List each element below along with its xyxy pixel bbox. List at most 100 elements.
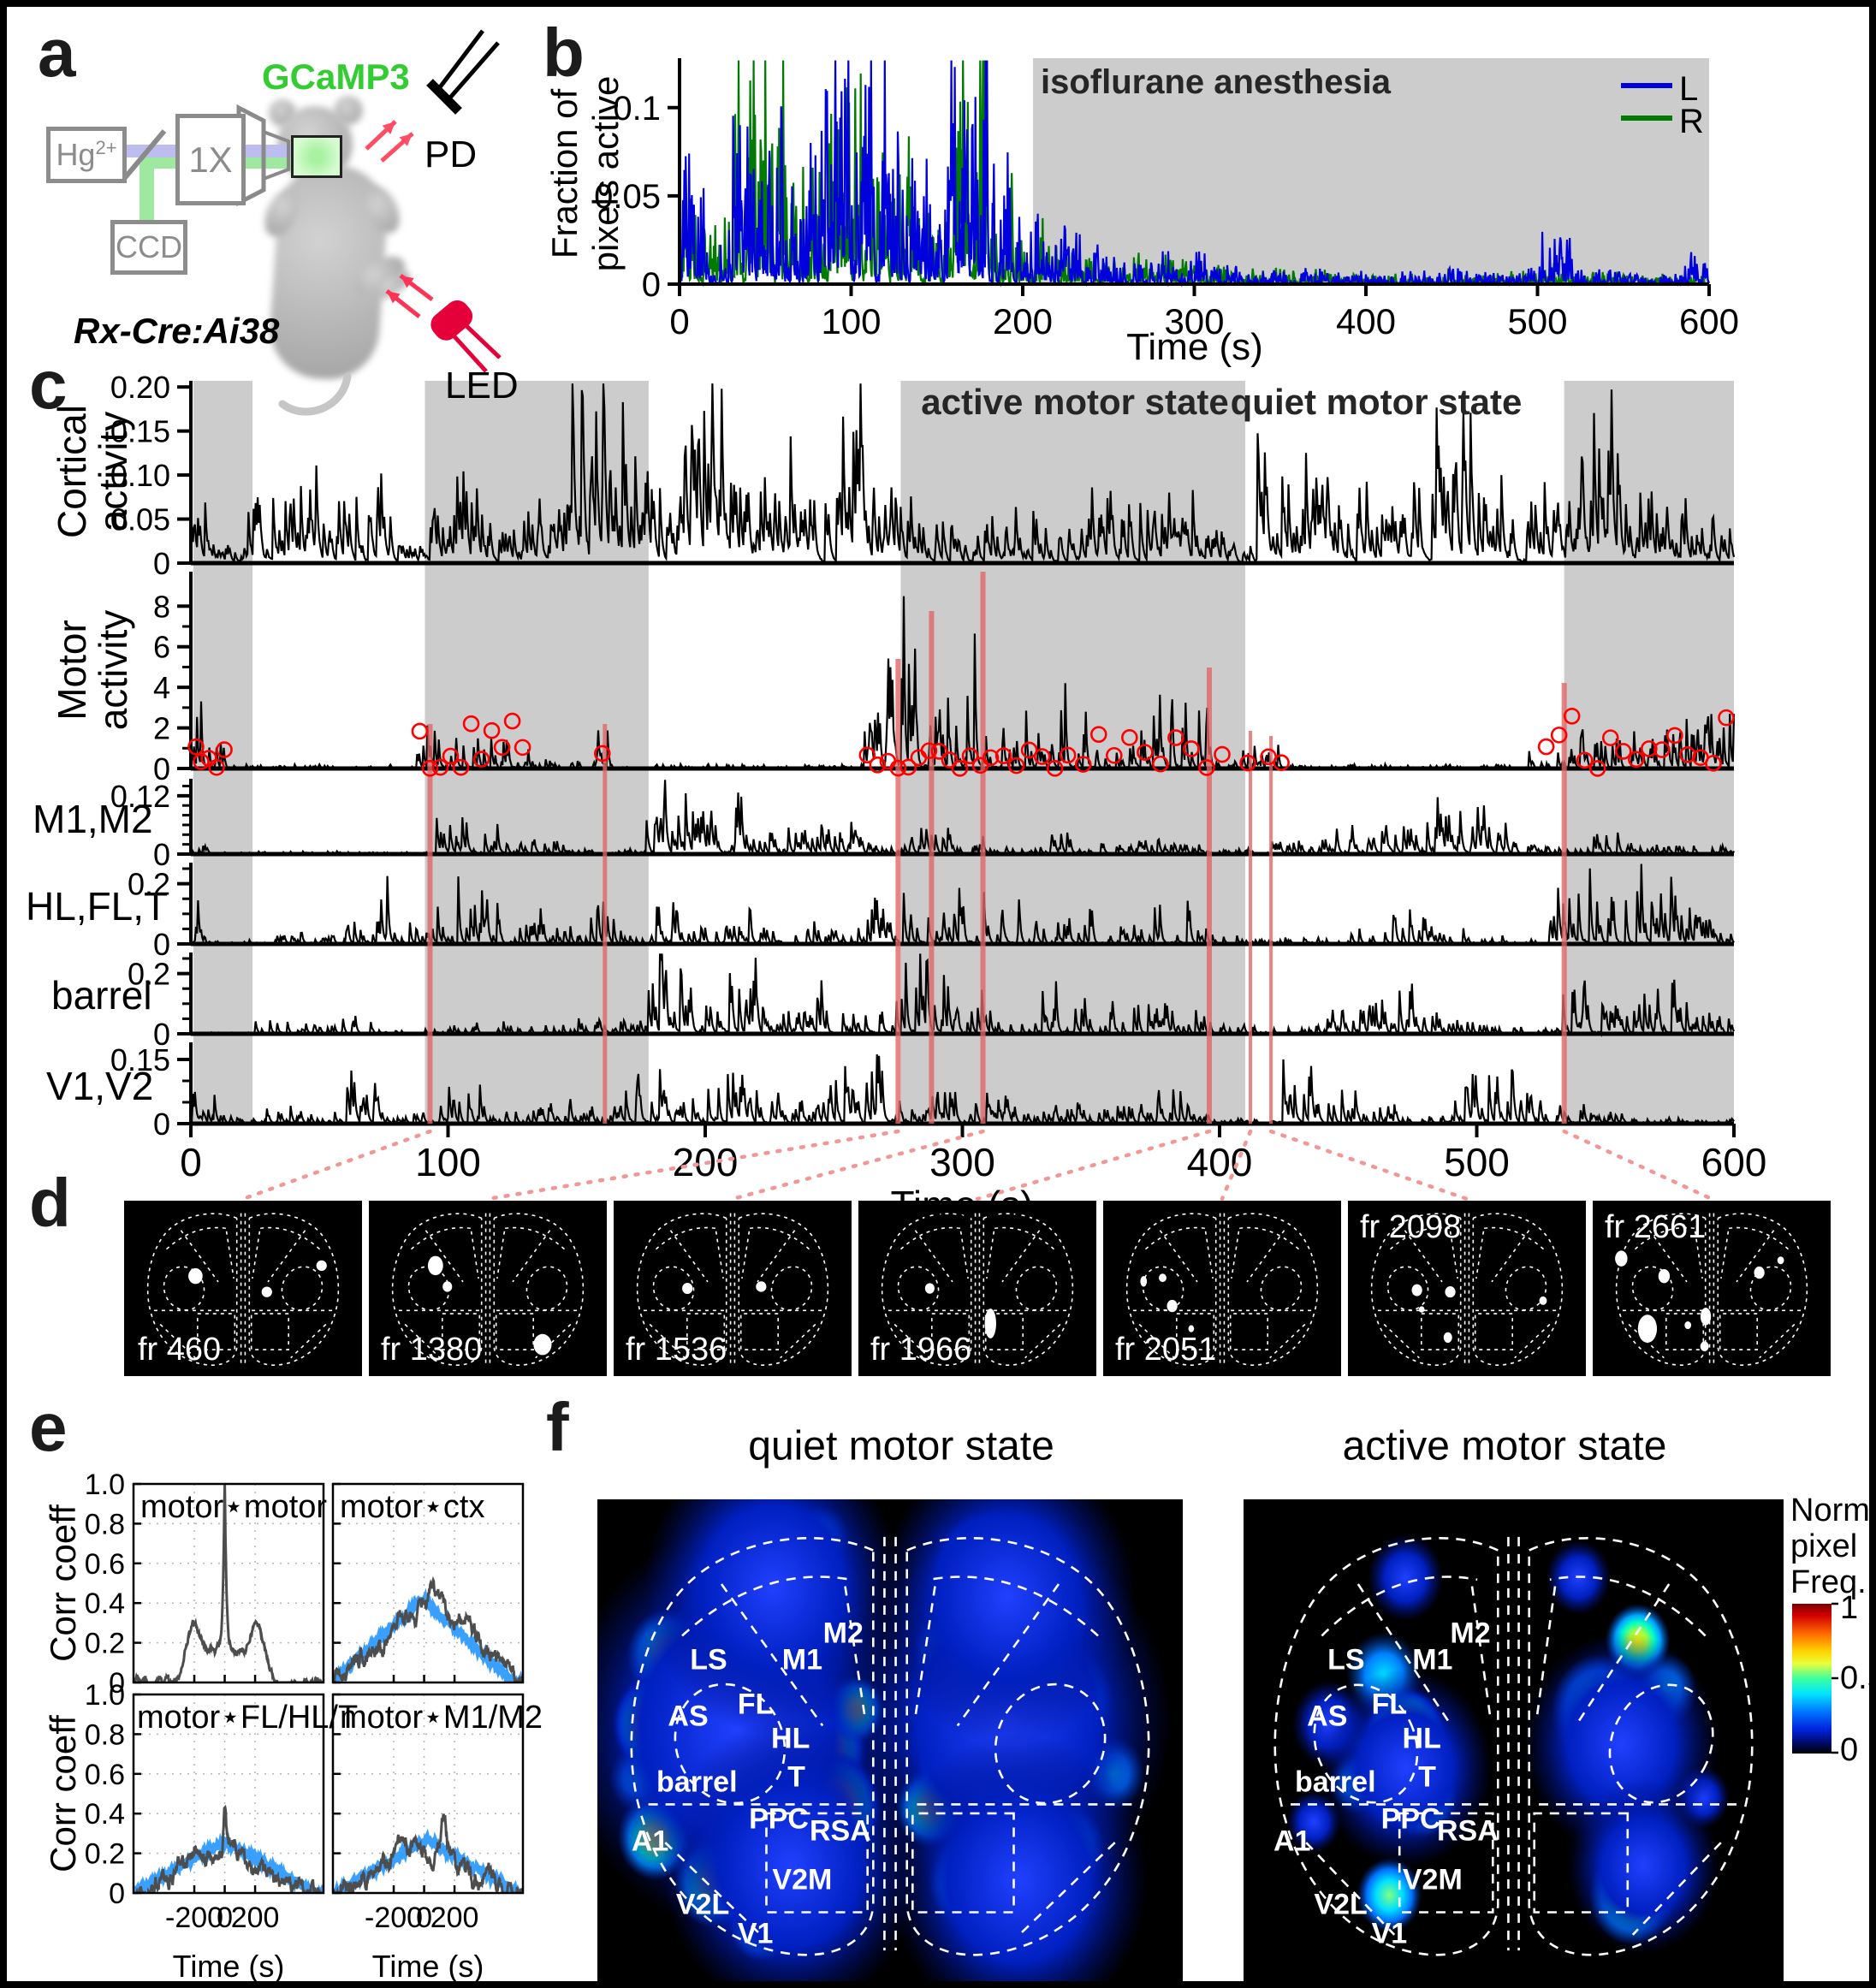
map-region-label-m1: M1 [1412,1643,1453,1676]
objective-1x-box: 1X [175,114,246,205]
map-region-label-v2m: V2M [1402,1863,1463,1896]
corr-coeff-label-top: Corr coeff [43,1504,83,1662]
svg-text:0.2: 0.2 [85,1628,125,1660]
map-region-label-fl: FL [1371,1688,1408,1721]
subplot-title-motor-flhlt: motor⋆FL/HL/T [137,1700,359,1736]
svg-text:0: 0 [153,1107,170,1142]
svg-text:0.4: 0.4 [85,1798,125,1831]
svg-text:0.20: 0.20 [110,370,170,405]
svg-text:-200: -200 [365,1902,423,1934]
panel-e-xlabel-right: Time (s) [371,1949,484,1984]
map-region-label-rsa: RSA [809,1814,871,1848]
frame-2661-label: fr 2661 [1605,1209,1707,1245]
panel-letter-a: a [38,15,76,91]
objective-1x-label: 1X [188,139,233,180]
map-region-label-ls: LS [690,1643,727,1676]
svg-text:0: 0 [669,301,689,341]
map-region-label-v2l: V2L [675,1888,730,1921]
panel-e-xlabel-left: Time (s) [172,1949,285,1984]
m1m2-row-label: M1,M2 [33,797,153,841]
map-region-label-ls: LS [1327,1643,1365,1676]
map-region-label-v2l: V2L [1314,1888,1368,1921]
frame-2051-label: fr 2051 [1115,1332,1217,1368]
barrel-row-label: barrel [51,973,152,1018]
svg-text:600: 600 [1679,301,1739,341]
mouse-genotype-label: Rx-Cre:Ai38 [74,311,280,351]
gcamp3-label: GCaMP3 [262,56,410,97]
svg-text:0.8: 0.8 [85,1508,125,1540]
svg-text:0: 0 [109,1878,125,1910]
svg-text:0: 0 [153,546,170,581]
panel-b-ylabel-line1: Fraction of [544,88,585,259]
ccd-camera-label: CCD [116,229,182,264]
svg-text:2: 2 [153,711,170,746]
svg-text:0: 0 [153,927,170,962]
map-region-label-hl: HL [1402,1722,1441,1755]
map-region-label-a1: A1 [1273,1825,1311,1858]
svg-text:0: 0 [109,1667,125,1700]
panel-c-trace-m1m2 [189,780,1735,857]
svg-text:200: 200 [673,1140,739,1184]
panel-letter-f: f [546,1389,569,1465]
map-region-label-as: AS [668,1700,709,1733]
led-label: LED [445,365,519,407]
svg-text:0: 0 [153,1017,170,1052]
panel-letter-e: e [29,1389,68,1465]
panel-c-xlabel: Time (s) [890,1183,1034,1227]
map-region-label-m2: M2 [822,1617,864,1650]
colorbar [1792,1604,1831,1754]
motor-activity-label-1: Motor [50,620,94,721]
colorbar-tick-0: 0 [1840,1732,1859,1768]
mercury-lamp-label: Hg2+ [56,137,117,172]
colorbar-title-line2: pixel [1790,1528,1858,1564]
svg-text:600: 600 [1701,1140,1767,1184]
svg-text:0: 0 [642,266,661,304]
svg-text:0.8: 0.8 [85,1718,125,1751]
map-region-label-v2m: V2M [772,1863,833,1896]
svg-text:500: 500 [1444,1140,1510,1184]
v1v2-row-label: V1,V2 [46,1064,154,1108]
frame-2098-label: fr 2098 [1360,1209,1462,1245]
colorbar-ticks [1831,1602,1838,1754]
svg-text:0: 0 [153,837,170,872]
motor-activity-label-2: activity [91,609,135,731]
cortical-activity-label-2: activity [91,411,135,532]
frame-1966-label: fr 1966 [870,1332,972,1368]
svg-text:-200: -200 [165,1902,223,1934]
map-region-label-a1: A1 [631,1825,669,1858]
active-map-title: active motor state [1342,1423,1667,1469]
svg-text:100: 100 [821,301,881,341]
map-region-label-hl: HL [771,1722,810,1755]
panel-letter-d: d [29,1165,71,1241]
panel-letter-c: c [29,347,68,423]
mercury-lamp-box: Hg2+ [46,127,127,183]
quiet-map-title: quiet motor state [748,1423,1054,1469]
map-region-label-barrel: barrel [656,1765,738,1799]
hlflt-row-label: HL,FL,T [26,884,169,929]
map-region-label-v1: V1 [1371,1917,1408,1950]
ccd-camera-box: CCD [110,220,187,275]
panel-c-plot: 00.050.100.150.20024680.1200.200.200.150… [110,370,1767,1202]
colorbar-title-line1: Norm. [1790,1492,1876,1528]
svg-text:0: 0 [180,1140,202,1184]
svg-text:0.6: 0.6 [85,1548,125,1581]
panel-b-xlabel: Time (s) [1126,326,1263,368]
svg-text:1.0: 1.0 [85,1469,125,1501]
svg-text:0.2: 0.2 [85,1838,125,1871]
panel-c-trace-barrel [191,953,1735,1038]
panel-b-ylabel-line2: pixels active [585,75,626,272]
corr-coeff-label-bottom: Corr coeff [43,1715,83,1872]
panel-letter-b: b [543,15,585,91]
subplot-title-motor-motor: motor⋆motor [140,1489,328,1525]
map-region-label-barrel: barrel [1295,1765,1376,1799]
svg-text:0.4: 0.4 [85,1587,125,1620]
svg-text:500: 500 [1507,301,1567,341]
colorbar-title-line3: Freq. [1790,1564,1867,1600]
map-region-label-m2: M2 [1450,1617,1491,1650]
panel-c-trace-hlflt [190,863,1735,947]
svg-text:200: 200 [231,1902,280,1934]
quiet-motor-state-label: quiet motor state [1230,382,1523,422]
map-region-label-t: T [1418,1760,1436,1794]
svg-text:400: 400 [1336,301,1396,341]
